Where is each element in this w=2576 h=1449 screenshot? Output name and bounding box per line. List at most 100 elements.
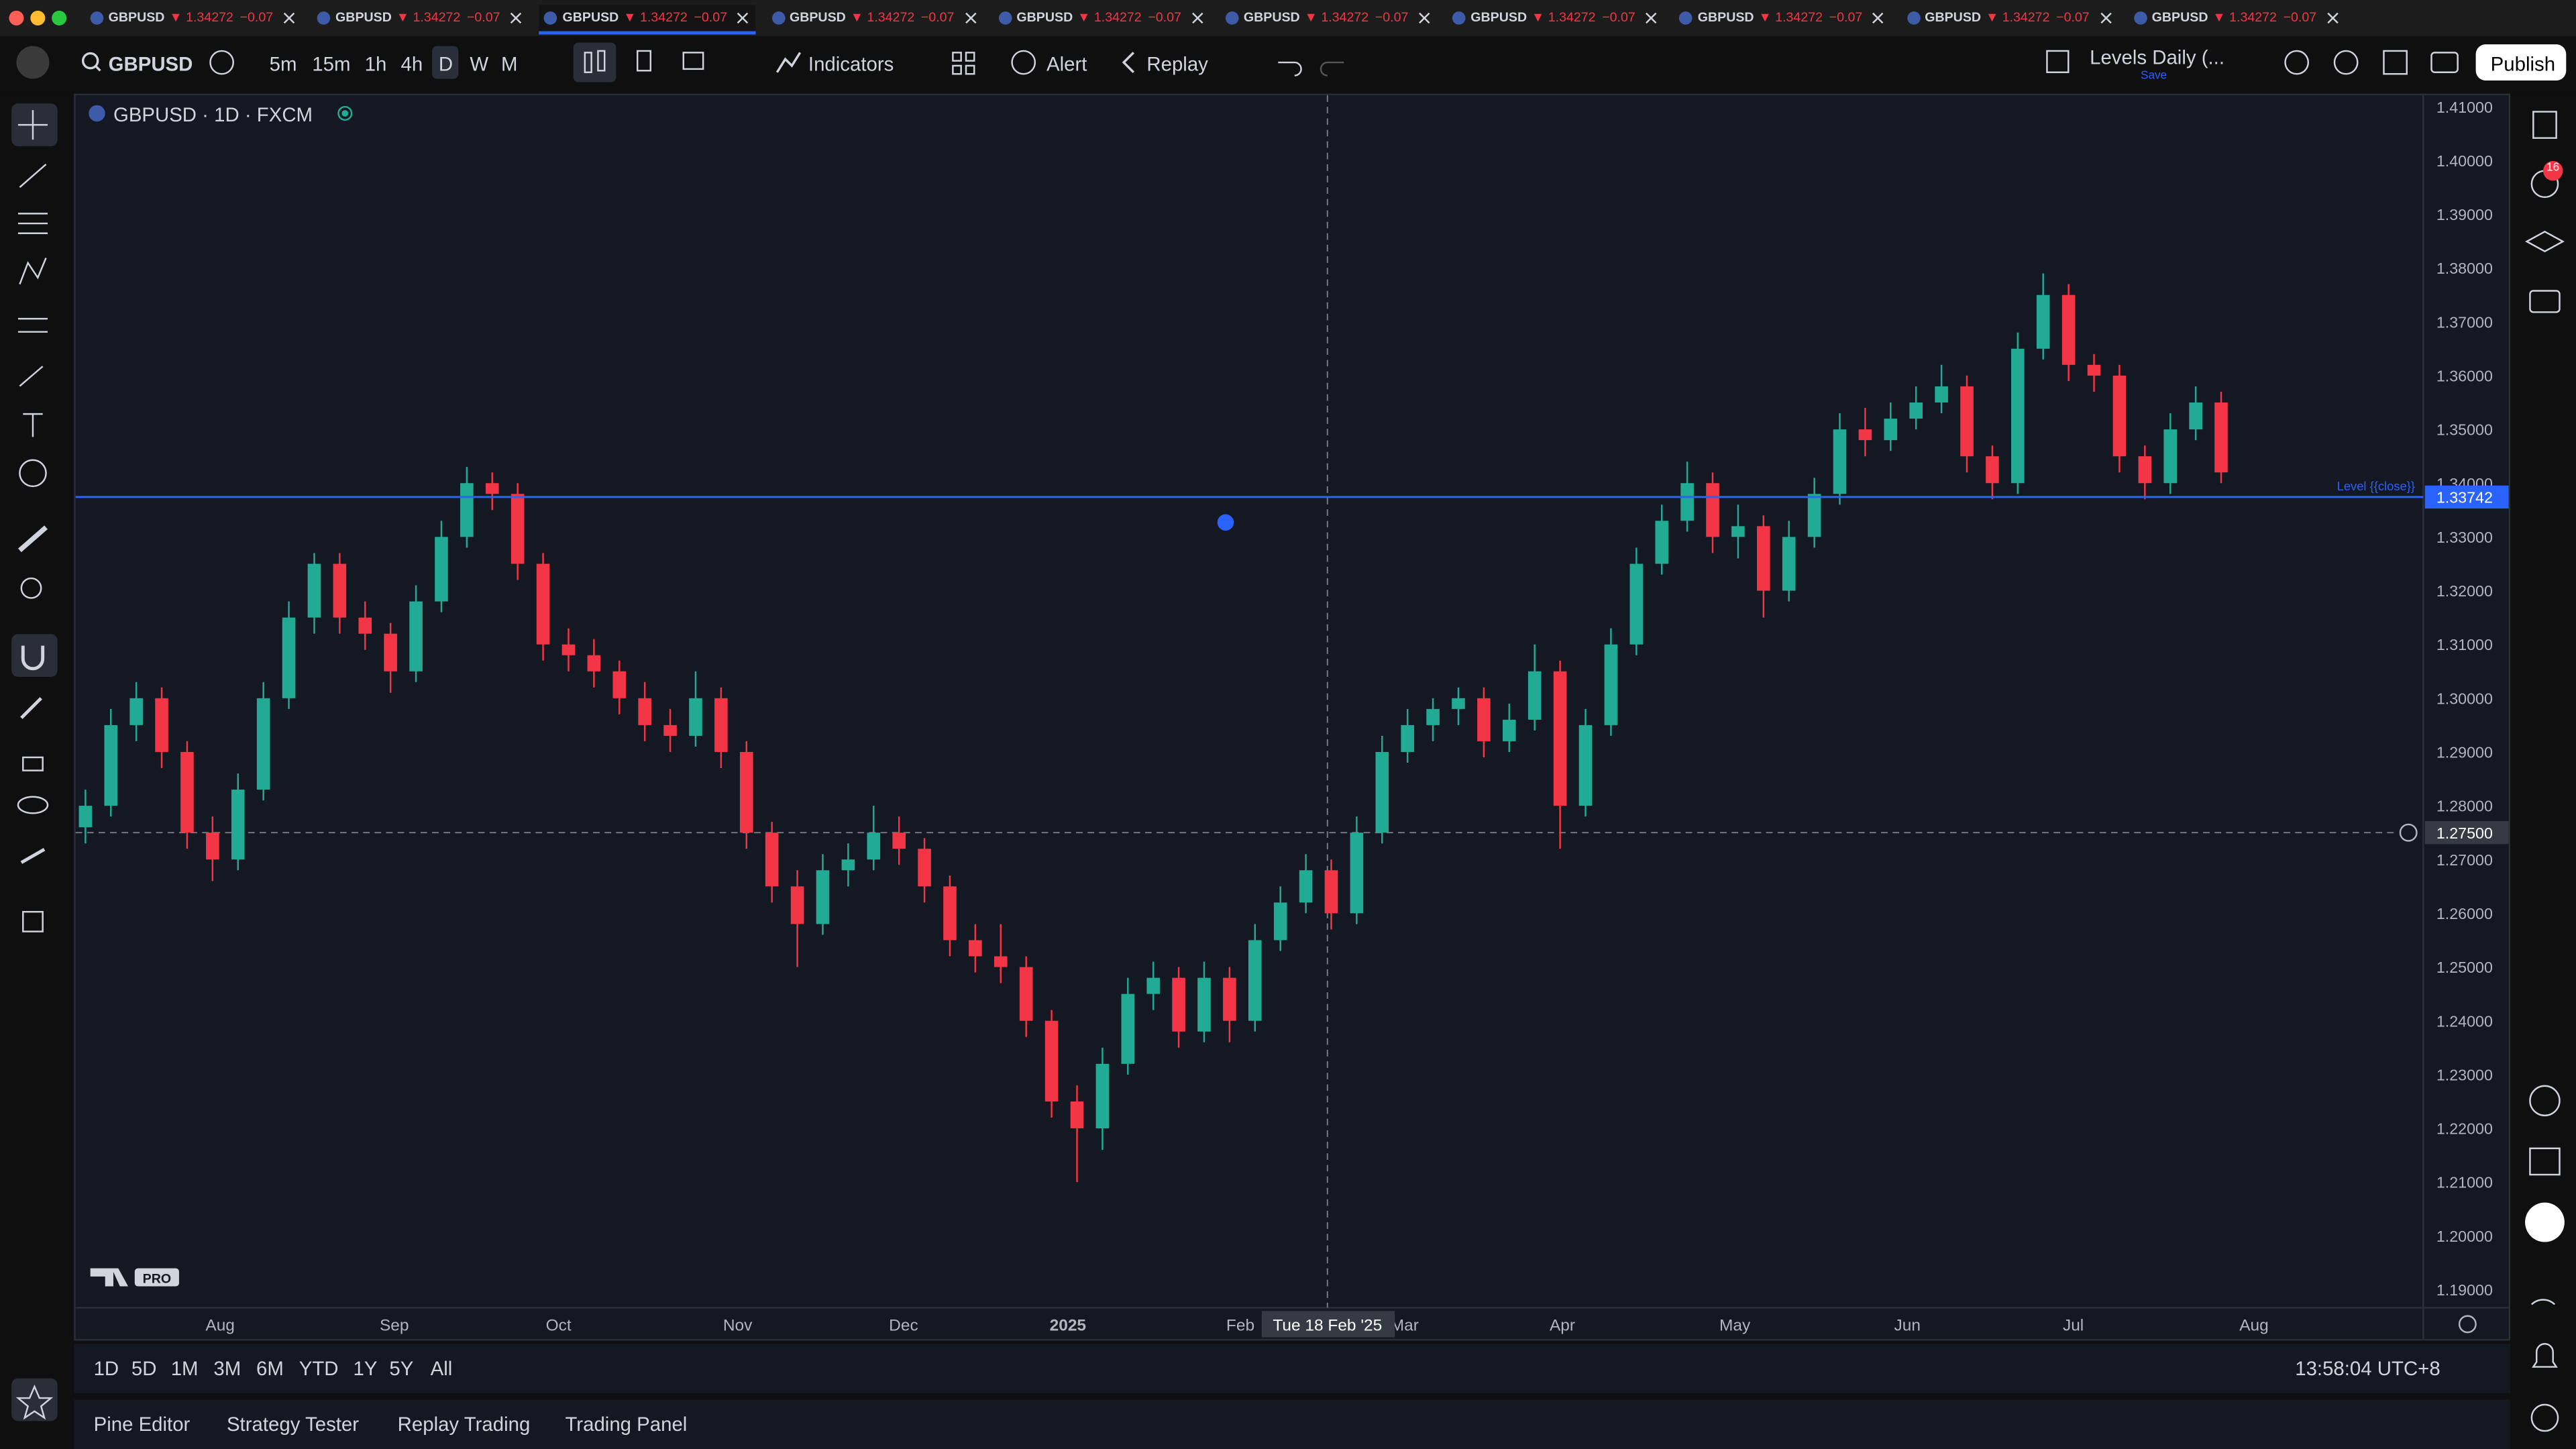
pattern-tool[interactable]	[19, 258, 47, 285]
link-tool[interactable]	[20, 847, 46, 864]
brush-tool[interactable]	[19, 366, 44, 387]
interval-button[interactable]: 15m	[312, 52, 351, 76]
calendar-icon[interactable]	[2529, 1147, 2561, 1176]
browser-tab[interactable]: GBPUSD ▼ 1.34272 −0.07	[85, 5, 302, 31]
browser-tab[interactable]: GBPUSD ▼ 1.34272 −0.07	[994, 5, 1210, 31]
browser-tab[interactable]: GBPUSD ▼ 1.34272 −0.07	[767, 5, 983, 31]
range-button[interactable]: YTD	[299, 1356, 339, 1381]
zoom-button[interactable]	[52, 10, 67, 25]
snapshot-button[interactable]	[2430, 52, 2459, 73]
browser-tab[interactable]: GBPUSD ▼ 1.34272 −0.07	[1674, 5, 1891, 31]
range-button[interactable]: 1Y	[353, 1356, 378, 1381]
alert-icon[interactable]	[1011, 50, 1036, 75]
browser-tab[interactable]: GBPUSD ▼ 1.34272 −0.07	[313, 5, 529, 31]
interval-button[interactable]: W	[470, 52, 489, 76]
chat-icon[interactable]	[2529, 290, 2561, 313]
settings-button[interactable]	[2333, 50, 2359, 75]
browser-tab[interactable]: GBPUSD ▼ 1.34272 −0.07	[2129, 5, 2345, 31]
emoji-tool[interactable]	[19, 459, 47, 488]
tab-price: ▼ 1.34272	[1531, 9, 1596, 25]
hide-tool[interactable]	[17, 796, 49, 814]
compare-button[interactable]	[209, 50, 234, 75]
text-tool[interactable]	[23, 413, 43, 437]
indicators-icon[interactable]	[775, 52, 802, 73]
watchlist-icon[interactable]	[2532, 111, 2557, 139]
interval-button[interactable]: 5m	[269, 52, 297, 76]
close-icon	[737, 12, 749, 24]
tab-close[interactable]	[282, 5, 296, 31]
interval-button[interactable]: 4h	[400, 52, 423, 76]
quick-search[interactable]	[2284, 50, 2310, 75]
stream-icon[interactable]	[2531, 1299, 2556, 1305]
lock-tool[interactable]	[22, 756, 44, 771]
help-icon[interactable]	[2530, 1403, 2559, 1432]
search-icon[interactable]	[81, 52, 99, 70]
close-icon	[511, 12, 522, 24]
tab-close[interactable]	[1417, 5, 1431, 31]
close-button[interactable]	[9, 10, 24, 25]
indicators-button[interactable]: Indicators	[808, 52, 894, 76]
tab-symbol: GBPUSD	[562, 9, 619, 25]
browser-tab[interactable]: GBPUSD ▼ 1.34272 −0.07	[1221, 5, 1438, 31]
fullscreen-button[interactable]	[2383, 50, 2408, 75]
tab-close[interactable]	[1645, 5, 1658, 31]
measure-tool[interactable]	[17, 525, 48, 553]
template-icon[interactable]	[682, 52, 704, 70]
range-button[interactable]: 1D	[93, 1356, 119, 1381]
browser-tab[interactable]: GBPUSD ▼ 1.34272 −0.07	[539, 5, 757, 35]
chart-type-button[interactable]	[573, 42, 616, 83]
interval-button[interactable]: D	[438, 52, 453, 76]
avatar[interactable]	[16, 46, 50, 79]
signals-icon[interactable]	[2529, 1085, 2561, 1117]
panel-tab[interactable]: Strategy Tester	[226, 1413, 360, 1436]
bar-icon[interactable]	[636, 50, 652, 72]
prediction-tool[interactable]	[17, 317, 48, 333]
publish-button[interactable]	[2475, 44, 2567, 81]
tab-close[interactable]	[1872, 5, 1885, 31]
apps-icon[interactable]	[2525, 1202, 2565, 1242]
interval-button[interactable]: 1h	[364, 52, 387, 76]
layout-save[interactable]: Save	[2141, 70, 2167, 83]
tab-close[interactable]	[964, 5, 977, 31]
range-button[interactable]: 1M	[170, 1356, 199, 1381]
watchlist-star[interactable]	[11, 1378, 58, 1421]
publish-label[interactable]: Publish	[2490, 52, 2556, 76]
range-button[interactable]: 5D	[131, 1356, 157, 1381]
redo-button[interactable]	[1320, 61, 1344, 76]
notifications-icon[interactable]	[2532, 1343, 2558, 1368]
bottom-panel-tabs: Pine Editor Strategy Tester Replay Trading…	[74, 1399, 2511, 1449]
trendline-tool[interactable]	[19, 163, 47, 189]
tab-close[interactable]	[1191, 5, 1204, 31]
replay-button[interactable]: Replay	[1146, 52, 1208, 76]
tab-close[interactable]	[2099, 5, 2112, 31]
minimize-button[interactable]	[30, 10, 46, 25]
tab-close[interactable]	[510, 5, 523, 31]
range-button[interactable]: All	[430, 1356, 453, 1381]
delete-tool[interactable]	[22, 910, 44, 932]
tab-change: −0.07	[1829, 9, 1863, 25]
browser-tab[interactable]: GBPUSD ▼ 1.34272 −0.07	[1448, 5, 1664, 31]
range-button[interactable]: 3M	[213, 1356, 241, 1381]
panel-tab[interactable]: Trading Panel	[565, 1413, 688, 1436]
symbol-search[interactable]: GBPUSD	[108, 52, 193, 76]
browser-tab[interactable]: GBPUSD ▼ 1.34272 −0.07	[1902, 5, 2118, 31]
zoom-tool[interactable]	[20, 577, 42, 599]
magnet-tool[interactable]	[11, 634, 58, 677]
stay-drawing-tool[interactable]	[20, 697, 42, 719]
tab-close[interactable]	[2326, 5, 2339, 31]
chart-pane[interactable]	[74, 93, 2511, 1341]
undo-button[interactable]	[1278, 61, 1302, 76]
layouts-icon[interactable]	[952, 52, 962, 62]
object-tree-icon[interactable]	[2524, 230, 2565, 253]
fib-tool[interactable]	[17, 213, 48, 234]
tab-close[interactable]	[737, 5, 750, 31]
panel-toggle[interactable]	[2046, 50, 2070, 73]
range-button[interactable]: 6M	[256, 1356, 284, 1381]
panel-tab[interactable]: Pine Editor	[93, 1413, 191, 1436]
range-button[interactable]: 5Y	[389, 1356, 414, 1381]
interval-button[interactable]: M	[500, 52, 518, 76]
alert-button[interactable]: Alert	[1046, 52, 1087, 76]
replay-icon[interactable]	[1122, 52, 1135, 73]
layout-name[interactable]: Levels Daily (...	[2090, 46, 2224, 69]
panel-tab[interactable]: Replay Trading	[397, 1413, 531, 1436]
